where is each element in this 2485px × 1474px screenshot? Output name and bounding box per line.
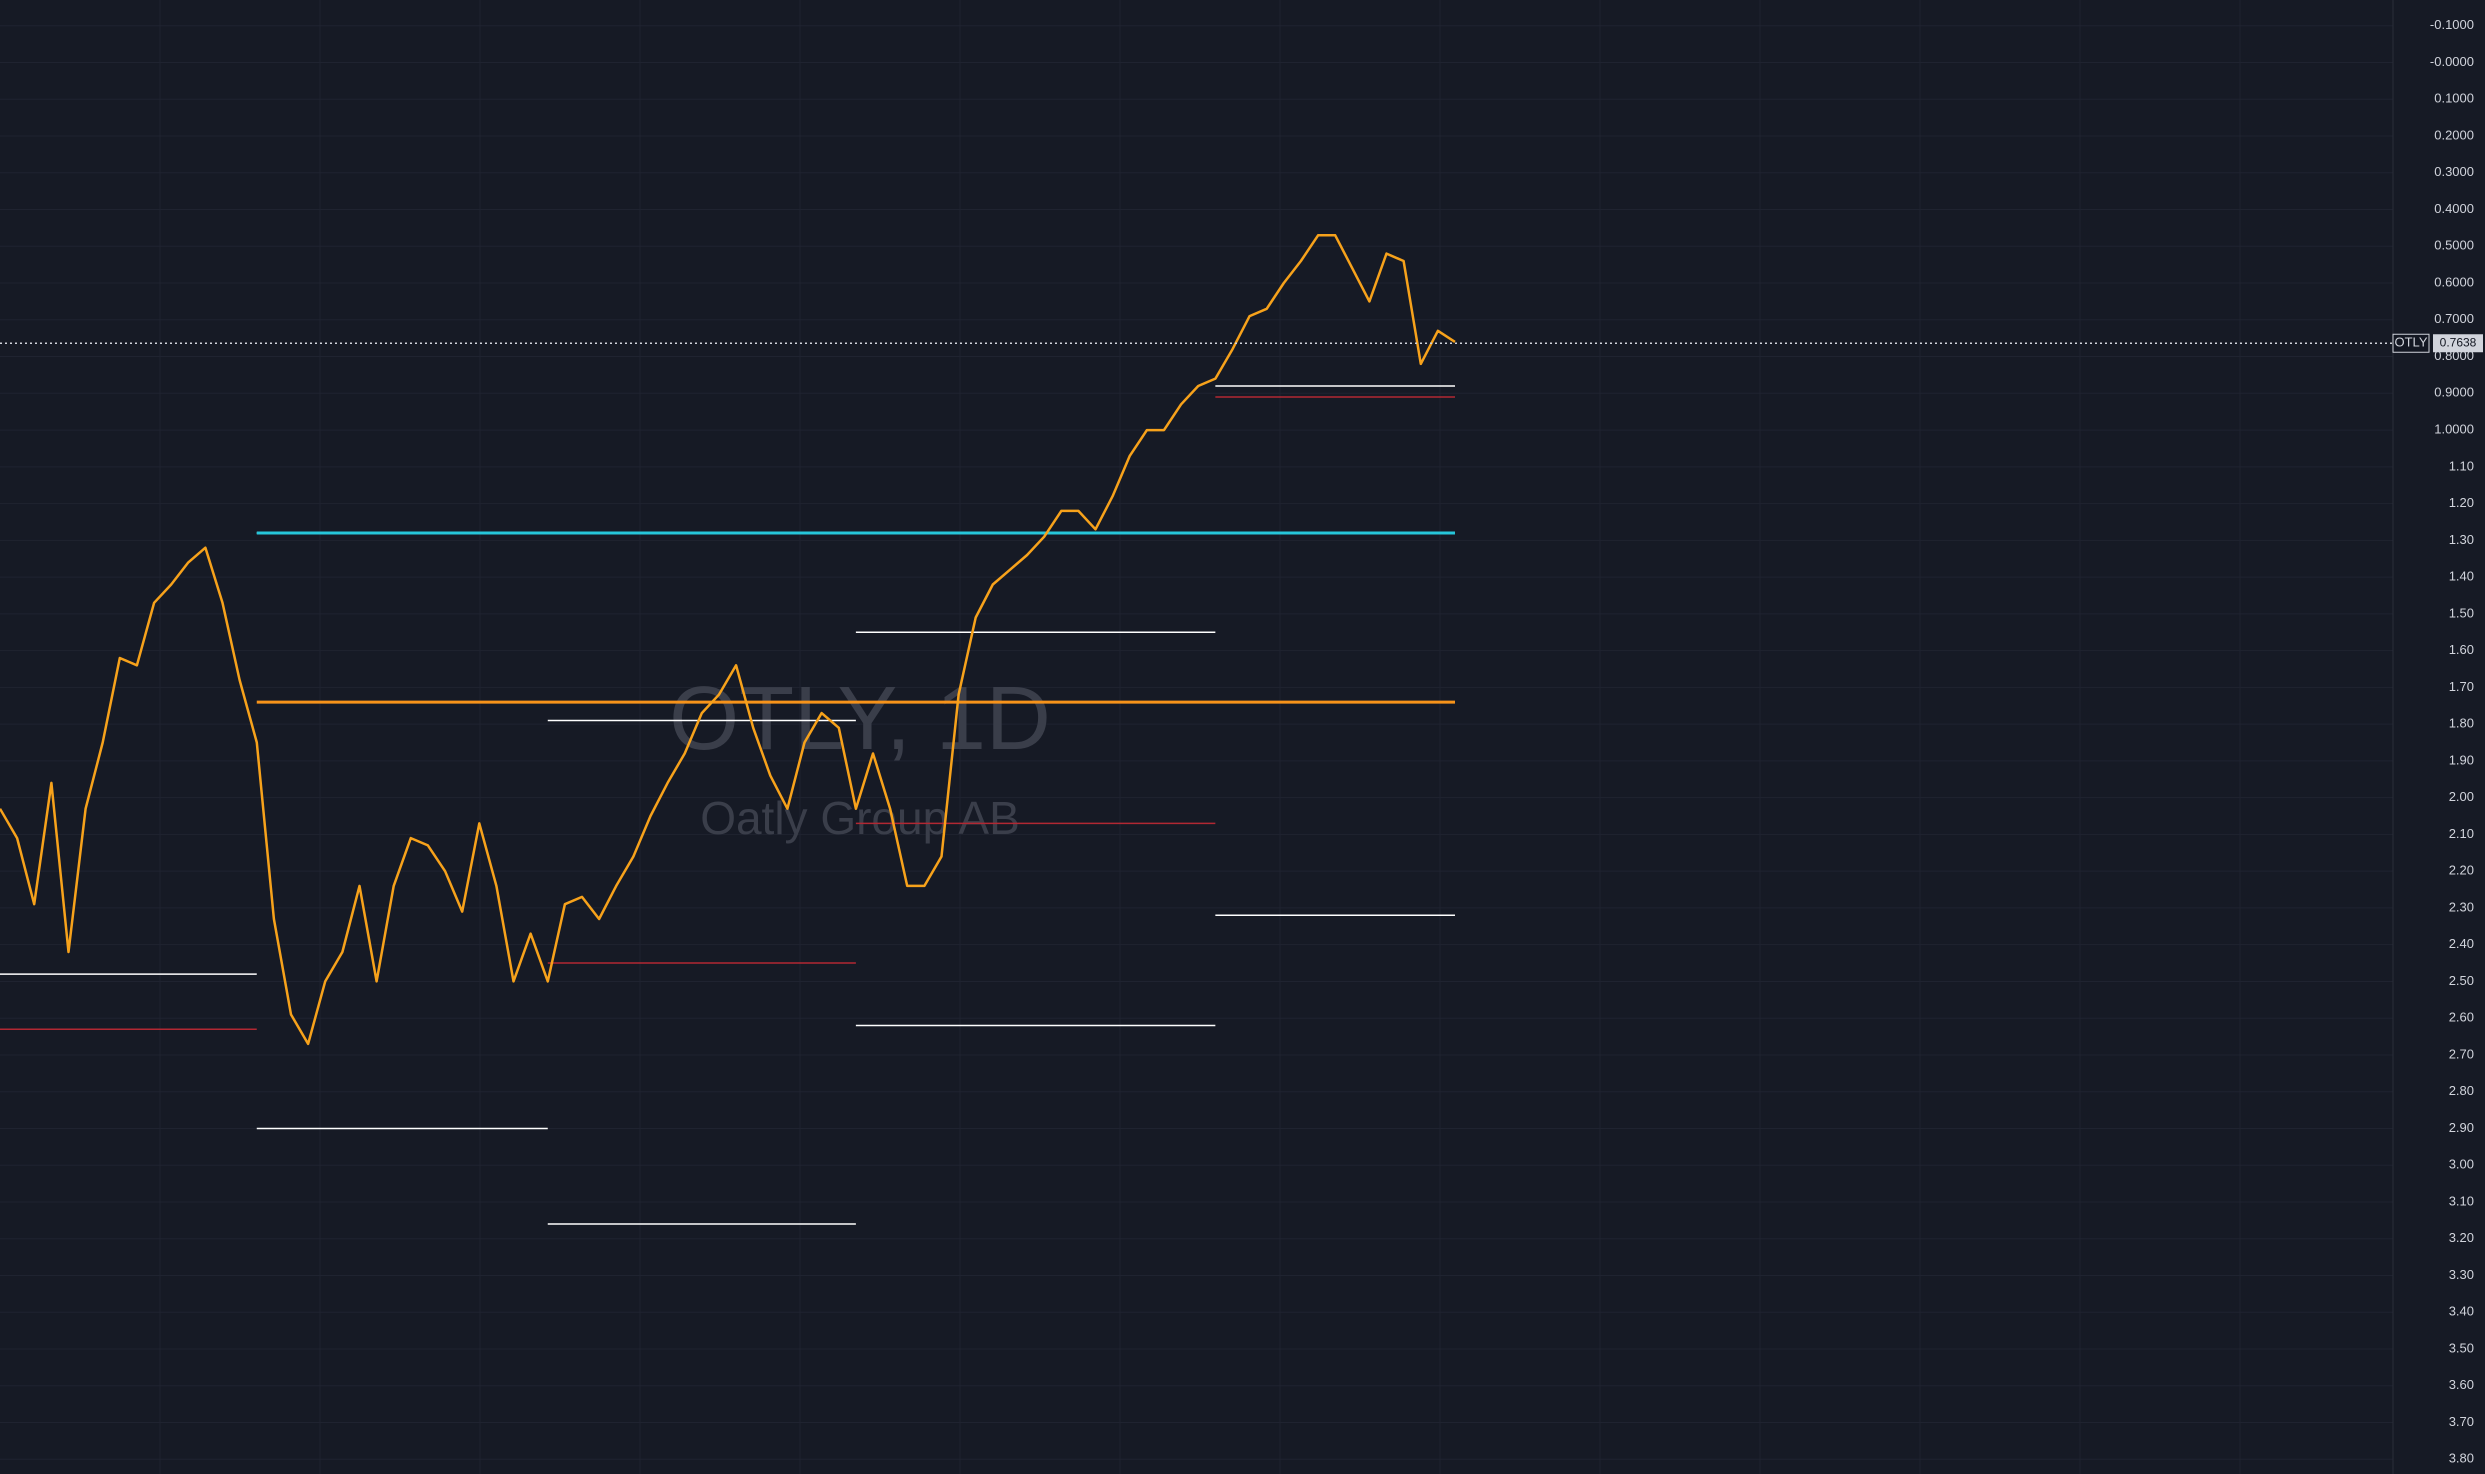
- y-tick-label: 1.90: [2449, 752, 2474, 767]
- y-tick-label: 2.90: [2449, 1120, 2474, 1135]
- y-tick-label: 2.50: [2449, 973, 2474, 988]
- y-tick-label: 2.30: [2449, 899, 2474, 914]
- y-tick-label: 2.20: [2449, 863, 2474, 878]
- y-tick-label: 1.60: [2449, 642, 2474, 657]
- y-tick-label: 0.5000: [2434, 238, 2474, 253]
- y-tick-label: 1.30: [2449, 532, 2474, 547]
- y-tick-label: 1.80: [2449, 716, 2474, 731]
- y-tick-label: 2.00: [2449, 789, 2474, 804]
- y-tick-label: 1.40: [2449, 569, 2474, 584]
- y-tick-label: 0.2000: [2434, 127, 2474, 142]
- price-badge: [2433, 334, 2483, 353]
- y-tick-label: 2.40: [2449, 936, 2474, 951]
- y-tick-label: 1.50: [2449, 605, 2474, 620]
- y-tick-label: 3.70: [2449, 1414, 2474, 1429]
- y-tick-label: 0.1000: [2434, 91, 2474, 106]
- y-tick-label: 1.20: [2449, 495, 2474, 510]
- y-tick-label: 0.7000: [2434, 311, 2474, 326]
- y-tick-label: 1.0000: [2434, 422, 2474, 437]
- y-tick-label: 0.4000: [2434, 201, 2474, 216]
- y-tick-label: 3.00: [2449, 1157, 2474, 1172]
- y-tick-label: 0.6000: [2434, 274, 2474, 289]
- y-tick-label: 0.9000: [2434, 385, 2474, 400]
- y-tick-label: 0.3000: [2434, 164, 2474, 179]
- y-tick-label: 2.80: [2449, 1083, 2474, 1098]
- y-tick-label: 3.60: [2449, 1377, 2474, 1392]
- y-tick-label: 3.10: [2449, 1193, 2474, 1208]
- price-label: 0.7638: [2440, 335, 2477, 349]
- grid: [0, 0, 2393, 1474]
- price-line: [0, 234, 1456, 1046]
- watermark-title: OTLY, 1D: [669, 669, 1051, 769]
- y-tick-label: 3.50: [2449, 1340, 2474, 1355]
- y-tick-label: 1.70: [2449, 679, 2474, 694]
- y-tick-label: 3.40: [2449, 1304, 2474, 1319]
- y-tick-label: 1.10: [2449, 458, 2474, 473]
- y-tick-label: 2.60: [2449, 1010, 2474, 1025]
- y-tick-label: 3.80: [2449, 1451, 2474, 1466]
- y-tick-label: 2.10: [2449, 826, 2474, 841]
- y-tick-label: -0.0000: [2430, 54, 2474, 69]
- y-tick-label: -0.1000: [2430, 17, 2474, 32]
- y-tick-label: 3.30: [2449, 1267, 2474, 1282]
- symbol-badge: [2392, 333, 2430, 353]
- symbol-label: OTLY: [2395, 335, 2428, 350]
- watermark-subtitle: Oatly Group AB: [700, 792, 1020, 844]
- y-tick-label: 3.20: [2449, 1230, 2474, 1245]
- y-tick-label: 2.70: [2449, 1046, 2474, 1061]
